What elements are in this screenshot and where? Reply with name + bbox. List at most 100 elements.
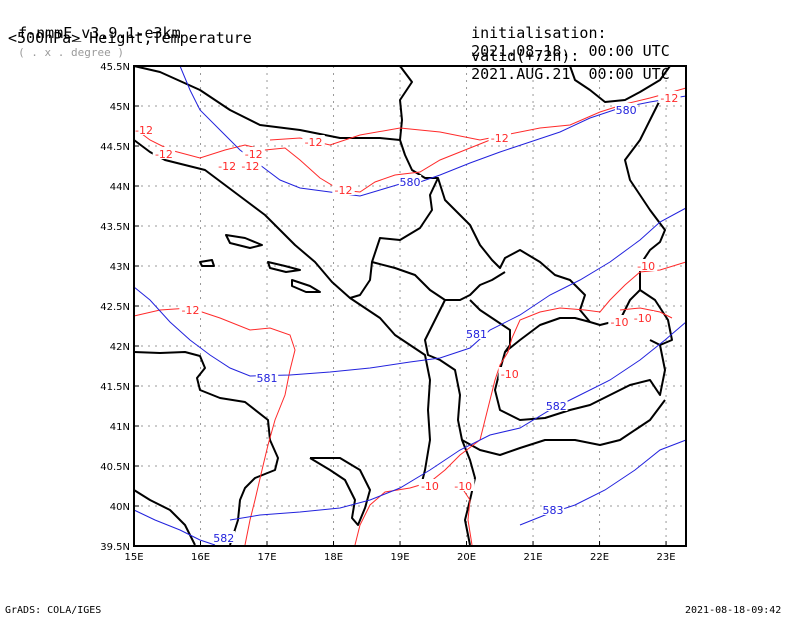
- lat-tick-label: 39.5N: [100, 542, 130, 553]
- temp-contour-12-north: [133, 87, 687, 193]
- height-label: 583: [542, 504, 563, 517]
- height-label: 581: [466, 328, 487, 341]
- temperature-label: -10: [634, 312, 652, 325]
- temperature-label: -12: [155, 148, 173, 161]
- temperature-label: -12: [245, 148, 263, 161]
- temperature-label-bg: [215, 159, 239, 171]
- temperature-label: -10: [611, 316, 629, 329]
- lat-tick-label: 42.5N: [100, 302, 130, 313]
- variable-title: <500hPa> Height,Temperature: [8, 29, 252, 47]
- temperature-label: -12: [335, 184, 353, 197]
- lon-tick-label: 19E: [391, 552, 410, 563]
- height-label-bg: [545, 399, 568, 411]
- lon-tick-label: 17E: [257, 552, 276, 563]
- temperature-label: -12: [182, 304, 200, 317]
- lat-tick-label: 43N: [110, 262, 130, 273]
- hungary-border: [569, 65, 671, 103]
- macedonia-border: [494, 339, 666, 421]
- temperature-label: -12: [305, 136, 323, 149]
- serbia-border: [437, 99, 666, 326]
- temperature-label: -10: [637, 260, 655, 273]
- croatia-bosnia-border: [133, 65, 439, 299]
- height-label-bg: [255, 371, 279, 383]
- lon-tick-label: 21E: [524, 552, 543, 563]
- temp-contour-10-east: [354, 261, 687, 546]
- height-contour-580: [179, 65, 687, 197]
- temperature-label-bg: [242, 147, 265, 159]
- height-label: 580: [616, 104, 637, 117]
- temperature-label-bg: [132, 123, 156, 135]
- contour-labels: -12-12-12-12-12-12-12-12-12-12-10-10 -10-…: [132, 91, 681, 545]
- lat-tick-label: 40N: [110, 502, 130, 513]
- temperature-label-bg: [608, 315, 631, 327]
- height-label-bg: [398, 175, 422, 187]
- albania-border: [424, 299, 476, 546]
- height-label: 582: [213, 532, 234, 545]
- temperature-label: -10: [501, 368, 519, 381]
- temperature-label: -12: [135, 124, 153, 137]
- lat-tick-label: 44.5N: [100, 142, 130, 153]
- map-frame: [133, 65, 687, 547]
- temperature-label: -12: [660, 92, 678, 105]
- init-label: initialisation:: [471, 24, 607, 42]
- height-label: 582: [546, 400, 567, 413]
- island-1: [225, 234, 263, 249]
- model-title: f-nmmE_v3.9.1-e3km ( . x . degree ): [0, 6, 181, 62]
- temperature-label-bg: [152, 147, 176, 159]
- valid-line: valid(+72h): 2021.AUG.21 00:00 UTC: [453, 29, 670, 83]
- italy-coast: [133, 351, 279, 546]
- temperature-label-bg: [332, 183, 355, 195]
- model-name: f-nmmE_v3.9.1-e3km: [18, 24, 181, 42]
- lon-tick-label: 23E: [657, 552, 676, 563]
- valid-label: valid(+72h):: [471, 47, 580, 65]
- temperature-label-bg: [239, 159, 262, 171]
- coastlines-borders: [133, 65, 673, 546]
- valid-value: 2021.AUG.21 00:00 UTC: [471, 65, 670, 83]
- north-border: [399, 65, 413, 141]
- lon-tick-label: 16E: [191, 552, 210, 563]
- height-label: 580: [400, 176, 421, 189]
- island-4: [199, 259, 215, 267]
- init-line: initialisation: 2021.08.18. 00:00 UTC: [453, 6, 670, 60]
- temperature-label-bg: [179, 303, 202, 315]
- lon-tick-label: 20E: [457, 552, 476, 563]
- italy-south: [133, 489, 196, 546]
- lat-tick-label: 44N: [110, 182, 130, 193]
- montenegro-border: [371, 261, 506, 301]
- lon-tick-label: 18E: [324, 552, 343, 563]
- temperature-label: -12: [491, 132, 509, 145]
- temperature-contours: [133, 87, 687, 546]
- lat-tick-label: 45N: [110, 102, 130, 113]
- lat-tick-label: 41.5N: [100, 382, 130, 393]
- temperature-label: -12: [241, 160, 259, 173]
- temperature-label-bg: [658, 91, 681, 103]
- init-value: 2021.08.18. 00:00 UTC: [471, 42, 670, 60]
- temp-contour-12-south: [133, 307, 296, 546]
- height-label-bg: [465, 327, 488, 339]
- temperature-label: -10: [421, 480, 439, 493]
- temp-contour-10-inner: [619, 307, 673, 319]
- temperature-label-bg: [631, 311, 654, 323]
- footer-timestamp: 2021-08-18-09:42: [685, 605, 782, 616]
- island-2: [267, 261, 301, 273]
- temperature-label-bg: [418, 479, 442, 491]
- lat-tick-label: 45.5N: [100, 62, 130, 73]
- projection-label: ( . x . degree ): [18, 46, 125, 59]
- temperature-label-bg: [488, 131, 511, 143]
- height-label-bg: [614, 103, 638, 115]
- height-contour-581: [133, 207, 687, 377]
- lat-tick-label: 40.5N: [100, 462, 130, 473]
- height-contour-582: [133, 321, 687, 546]
- height-label-bg: [541, 503, 565, 515]
- temperature-label: -12: [218, 160, 236, 173]
- lat-tick-label: 43.5N: [100, 222, 130, 233]
- temperature-label-bg: [302, 135, 325, 147]
- lat-tick-label: 42N: [110, 342, 130, 353]
- greece-border: [461, 399, 666, 456]
- temperature-label: -10: [454, 480, 472, 493]
- height-label-bg: [212, 531, 235, 543]
- bulgaria-border: [639, 289, 673, 346]
- lon-tick-label: 22E: [590, 552, 609, 563]
- gridlines: [134, 66, 686, 546]
